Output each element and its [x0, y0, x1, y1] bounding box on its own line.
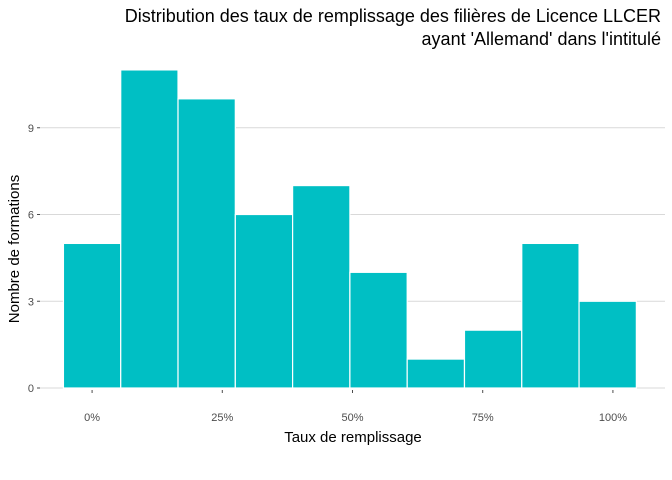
chart-title-line-1: Distribution des taux de remplissage des… — [125, 6, 661, 26]
y-tick-label-9: 9 — [28, 123, 34, 135]
histogram-bar-1 — [62, 242, 122, 389]
histogram-bar-8 — [463, 329, 523, 389]
y-tick-label-3: 3 — [28, 296, 34, 308]
histogram-bar-10 — [578, 300, 637, 389]
x-axis-ticks: 0% 25% 50% 75% 100% — [84, 390, 627, 424]
bars — [62, 69, 637, 389]
x-tick-label-4: 100% — [599, 412, 627, 424]
y-tick-label-6: 6 — [28, 210, 34, 222]
y-axis-label: Nombre de formations — [6, 175, 23, 323]
chart-title-line-2: ayant 'Allemand' dans l'intitulé — [422, 29, 661, 49]
histogram-bar-2 — [120, 69, 179, 389]
histogram-bar-3 — [177, 98, 236, 389]
histogram-bar-7 — [406, 358, 466, 389]
x-axis-label: Taux de remplissage — [284, 429, 422, 446]
x-tick-label-0: 0% — [84, 412, 100, 424]
x-tick-label-1: 25% — [211, 412, 233, 424]
x-tick-label-3: 75% — [472, 412, 494, 424]
histogram-bar-5 — [292, 184, 351, 389]
histogram-bar-4 — [234, 213, 294, 389]
y-tick-label-0: 0 — [28, 383, 34, 395]
x-tick-label-2: 50% — [341, 412, 363, 424]
y-axis-ticks: 0 3 6 9 — [28, 123, 40, 395]
histogram-bar-9 — [521, 242, 580, 389]
histogram-bar-6 — [349, 271, 408, 389]
